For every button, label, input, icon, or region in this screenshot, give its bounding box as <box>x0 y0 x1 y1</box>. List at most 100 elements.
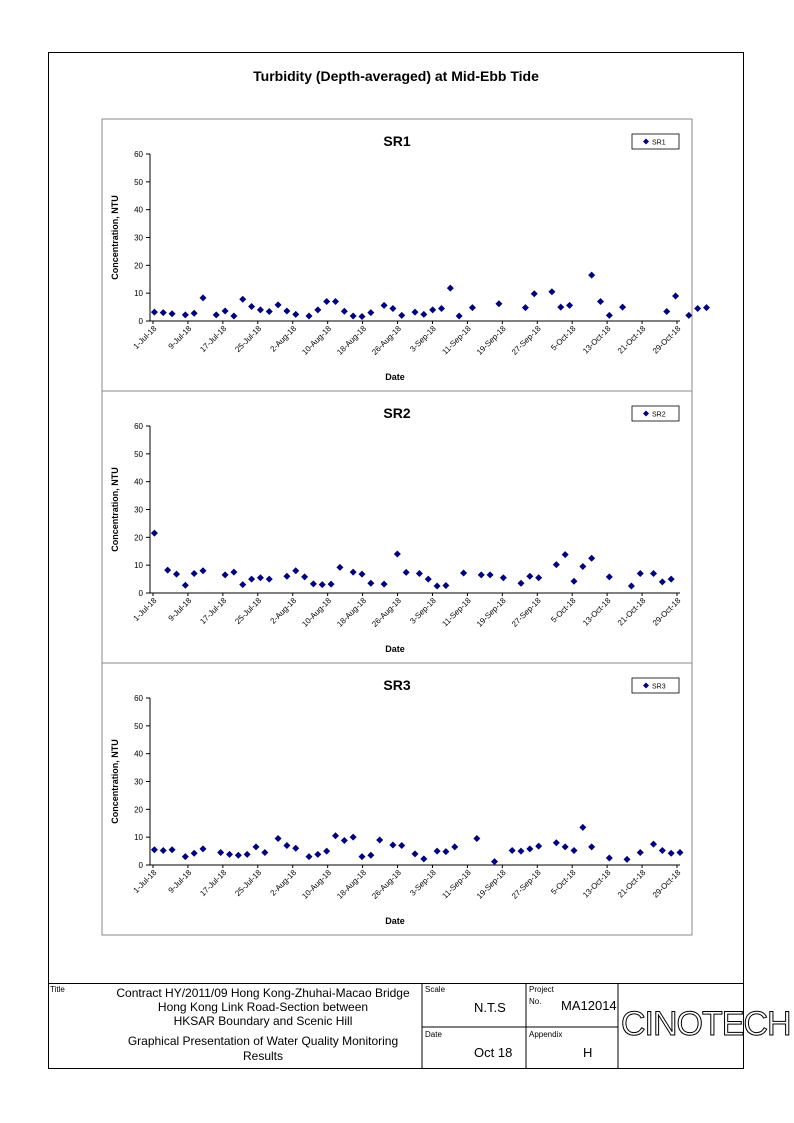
data-point <box>274 835 282 843</box>
legend-label: SR2 <box>652 412 666 419</box>
data-point <box>305 312 313 320</box>
data-point <box>636 848 644 856</box>
data-point <box>318 581 326 589</box>
data-point <box>473 835 481 843</box>
data-point <box>248 575 256 583</box>
data-point <box>420 855 428 863</box>
data-point <box>658 847 666 855</box>
appendix-label: Appendix <box>529 1030 563 1039</box>
data-point <box>367 851 375 859</box>
data-point <box>301 573 309 581</box>
data-point <box>168 310 176 318</box>
date-label: Date <box>425 1030 442 1039</box>
y-tick-label: 50 <box>134 178 143 187</box>
data-point <box>517 847 525 855</box>
data-point <box>552 561 560 569</box>
data-point <box>526 845 534 853</box>
data-point <box>557 303 565 311</box>
data-point <box>570 847 578 855</box>
data-point <box>703 304 710 312</box>
data-point <box>349 568 357 576</box>
data-point <box>676 848 684 856</box>
data-point <box>446 284 454 292</box>
data-point <box>150 308 158 316</box>
data-point <box>530 290 538 298</box>
y-tick-label: 20 <box>134 533 143 542</box>
data-point <box>358 853 366 861</box>
data-point <box>292 567 300 575</box>
y-tick-label: 50 <box>134 450 143 459</box>
data-point <box>561 551 569 559</box>
data-point <box>292 310 300 318</box>
data-point <box>380 580 388 588</box>
scale-value: N.T.S <box>474 1000 506 1015</box>
legend: SR1 <box>631 133 680 150</box>
data-point <box>486 571 494 579</box>
data-point <box>380 301 388 309</box>
y-tick-label: 20 <box>134 805 143 814</box>
data-point <box>694 304 702 312</box>
scale-label: Scale <box>425 985 446 994</box>
data-point <box>305 853 313 861</box>
data-point <box>173 570 180 578</box>
legend-box <box>631 677 680 694</box>
data-point <box>455 312 463 320</box>
y-tick-label: 10 <box>134 561 143 570</box>
subtitle-line-2: Results <box>242 1049 283 1063</box>
y-tick-label: 20 <box>134 261 143 270</box>
data-point <box>570 577 578 585</box>
data-point <box>398 311 406 319</box>
y-tick-label: 50 <box>134 722 143 731</box>
y-axis-label: Concentration, NTU <box>110 195 120 280</box>
chart-title: SR2 <box>383 405 410 421</box>
data-point <box>468 304 476 312</box>
data-point <box>685 311 693 319</box>
appendix-value: H <box>583 1045 593 1060</box>
data-point <box>252 843 260 851</box>
data-point <box>552 839 560 847</box>
data-point <box>376 836 384 844</box>
data-point <box>495 300 503 308</box>
data-point <box>389 841 397 849</box>
data-point <box>358 313 366 321</box>
data-point <box>605 311 613 319</box>
data-point <box>358 570 366 578</box>
data-point <box>221 571 229 579</box>
data-point <box>190 309 198 317</box>
data-point <box>239 295 247 303</box>
y-tick-label: 30 <box>134 234 143 243</box>
data-point <box>332 298 339 306</box>
data-point <box>265 308 273 316</box>
data-point <box>672 292 680 300</box>
data-point <box>217 848 225 856</box>
data-point <box>181 581 189 589</box>
y-tick-label: 0 <box>139 589 144 598</box>
data-point <box>517 579 525 587</box>
date-value: Oct 18 <box>474 1045 513 1060</box>
data-point <box>433 582 441 590</box>
data-point <box>411 850 419 858</box>
data-point <box>579 563 587 571</box>
data-point <box>234 851 242 859</box>
data-point <box>561 843 569 851</box>
y-tick-label: 60 <box>134 150 143 159</box>
data-point <box>402 568 410 576</box>
data-point <box>181 853 189 861</box>
data-point <box>248 303 256 311</box>
title-block: Title Contract HY/2011/09 Hong Kong-Zhuh… <box>48 983 792 1069</box>
data-point <box>411 308 419 316</box>
data-point <box>340 837 348 845</box>
company-logo: CINOTECH <box>621 1005 793 1044</box>
data-point <box>349 833 357 841</box>
data-point <box>508 847 516 855</box>
data-point <box>667 849 675 857</box>
data-point <box>588 554 596 562</box>
data-point <box>588 271 596 279</box>
data-point <box>367 309 375 317</box>
data-point <box>367 579 375 587</box>
data-point <box>605 854 613 862</box>
title-label: Title <box>50 985 65 994</box>
data-point <box>433 847 441 855</box>
